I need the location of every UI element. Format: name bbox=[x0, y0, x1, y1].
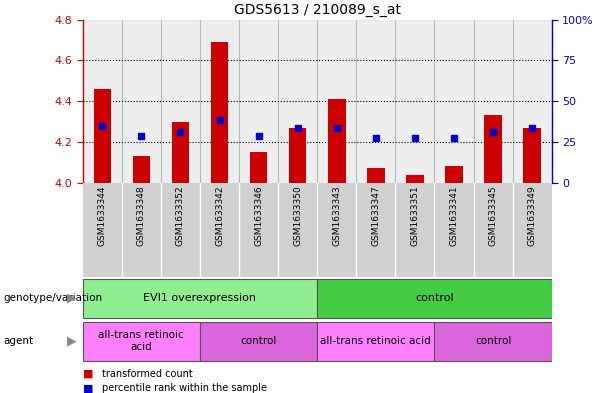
Bar bbox=[367, 169, 384, 183]
Bar bbox=[278, 20, 318, 183]
Bar bbox=[524, 128, 541, 183]
Bar bbox=[122, 20, 161, 183]
Text: EVI1 overexpression: EVI1 overexpression bbox=[143, 293, 256, 303]
Text: GSM1633349: GSM1633349 bbox=[528, 185, 536, 246]
Bar bbox=[83, 322, 200, 362]
Text: all-trans retinoic
acid: all-trans retinoic acid bbox=[99, 330, 185, 352]
Text: GSM1633351: GSM1633351 bbox=[411, 185, 419, 246]
Text: GSM1633346: GSM1633346 bbox=[254, 185, 263, 246]
Text: all-trans retinoic acid: all-trans retinoic acid bbox=[321, 336, 431, 346]
Bar bbox=[172, 121, 189, 183]
Bar bbox=[132, 156, 150, 183]
Bar bbox=[239, 20, 278, 183]
Bar bbox=[318, 20, 356, 183]
Bar bbox=[395, 20, 435, 183]
Text: GSM1633341: GSM1633341 bbox=[449, 185, 459, 246]
Text: GSM1633344: GSM1633344 bbox=[98, 185, 107, 246]
Text: agent: agent bbox=[3, 336, 33, 346]
Text: transformed count: transformed count bbox=[102, 369, 193, 379]
Text: ▶: ▶ bbox=[67, 334, 77, 347]
Bar bbox=[512, 20, 552, 183]
Text: ■: ■ bbox=[83, 383, 93, 393]
Text: GSM1633352: GSM1633352 bbox=[176, 185, 185, 246]
Title: GDS5613 / 210089_s_at: GDS5613 / 210089_s_at bbox=[234, 3, 401, 17]
Text: GSM1633343: GSM1633343 bbox=[332, 185, 341, 246]
Bar bbox=[200, 322, 318, 362]
Bar bbox=[435, 20, 474, 183]
Bar bbox=[250, 152, 267, 183]
Bar bbox=[445, 166, 463, 183]
Text: ■: ■ bbox=[83, 369, 93, 379]
Bar bbox=[161, 20, 200, 183]
Text: control: control bbox=[240, 336, 277, 346]
Text: genotype/variation: genotype/variation bbox=[3, 293, 102, 303]
Bar bbox=[484, 116, 502, 183]
Text: control: control bbox=[415, 293, 454, 303]
Bar bbox=[474, 20, 512, 183]
Bar bbox=[406, 174, 424, 183]
Text: GSM1633342: GSM1633342 bbox=[215, 185, 224, 246]
Bar bbox=[83, 279, 318, 318]
Bar bbox=[435, 322, 552, 362]
Bar bbox=[356, 20, 395, 183]
Text: percentile rank within the sample: percentile rank within the sample bbox=[102, 383, 267, 393]
Text: GSM1633347: GSM1633347 bbox=[371, 185, 380, 246]
Text: GSM1633350: GSM1633350 bbox=[293, 185, 302, 246]
Bar bbox=[94, 89, 111, 183]
Bar bbox=[289, 128, 306, 183]
Bar bbox=[318, 279, 552, 318]
Bar bbox=[200, 20, 239, 183]
Bar bbox=[318, 322, 435, 362]
Bar bbox=[83, 20, 122, 183]
Bar bbox=[211, 42, 228, 183]
Bar bbox=[328, 99, 346, 183]
Text: GSM1633345: GSM1633345 bbox=[489, 185, 498, 246]
Text: GSM1633348: GSM1633348 bbox=[137, 185, 146, 246]
Text: control: control bbox=[475, 336, 511, 346]
Text: ▶: ▶ bbox=[67, 291, 77, 304]
